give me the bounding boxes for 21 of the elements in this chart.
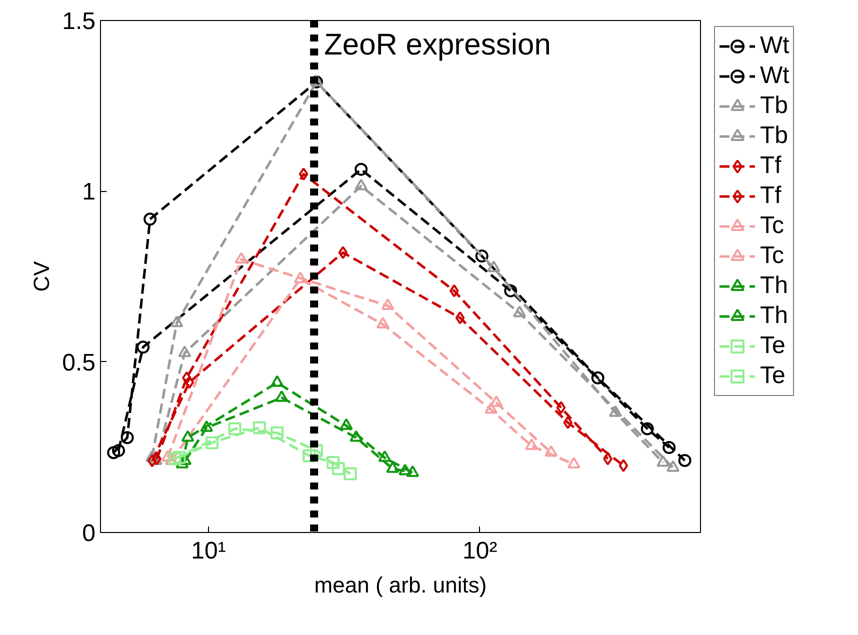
y-tick-label: 1.5 xyxy=(62,8,96,35)
x-tick-label: 10² xyxy=(462,538,498,564)
y-tick-label: 1 xyxy=(82,178,96,206)
ref-line-label: ZeoR expression xyxy=(324,28,551,62)
y-axis-title: CV xyxy=(29,260,54,292)
y-tick-label: 0.5 xyxy=(62,349,96,376)
legend-label: Wt xyxy=(760,31,790,61)
legend-label: Tf xyxy=(760,151,782,181)
legend-label: Te xyxy=(760,331,786,361)
legend-label: Tb xyxy=(760,121,788,151)
legend-label: Tc xyxy=(760,211,784,241)
y-tick-label: 0 xyxy=(82,520,96,547)
legend-label: Tc xyxy=(760,241,784,271)
legend-label: Tb xyxy=(760,91,788,121)
legend-label: Tf xyxy=(760,181,782,211)
legend-label: Th xyxy=(760,271,788,301)
legend-label: Te xyxy=(760,361,786,391)
legend-label: Wt xyxy=(760,61,790,91)
x-axis-title: mean ( arb. units) xyxy=(314,572,487,598)
legend-label: Th xyxy=(760,301,788,331)
x-tick-label: 10¹ xyxy=(191,538,226,564)
